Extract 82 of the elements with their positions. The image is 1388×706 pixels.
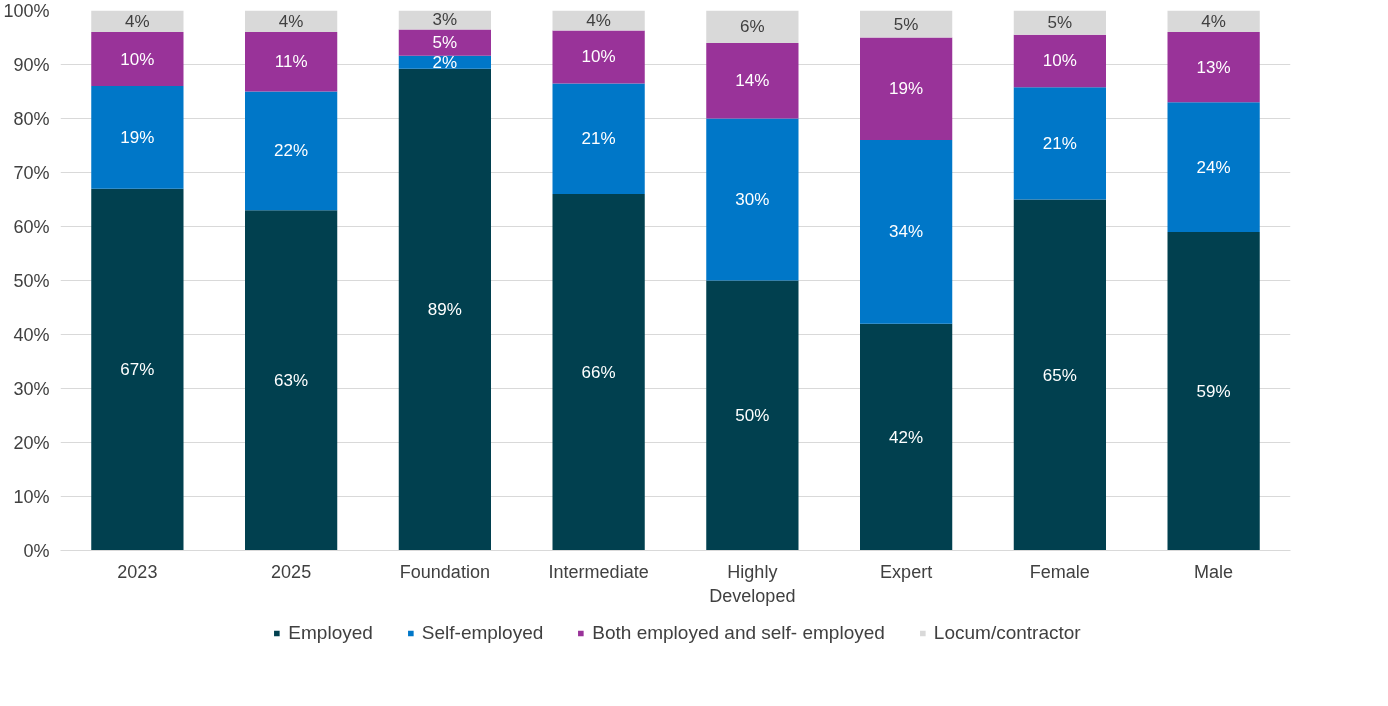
data-label: 10% xyxy=(1042,51,1077,71)
bar xyxy=(245,210,338,551)
data-label: 21% xyxy=(1042,133,1077,153)
bar xyxy=(552,83,645,195)
x-tick-label: Male xyxy=(1194,561,1234,582)
bar xyxy=(1167,32,1260,103)
bar xyxy=(398,68,491,551)
bar xyxy=(1013,34,1106,88)
bar xyxy=(860,323,953,551)
data-label: 65% xyxy=(1042,365,1077,385)
y-tick-label: 80% xyxy=(13,108,50,129)
data-label: 30% xyxy=(735,190,770,209)
bar xyxy=(1167,102,1260,232)
data-label: 21% xyxy=(581,129,616,149)
data-label: 5% xyxy=(893,14,919,34)
data-label: 2% xyxy=(432,52,458,72)
legend-label: Self-employed xyxy=(421,622,544,644)
bar xyxy=(91,32,184,87)
x-tick-label: Expert xyxy=(880,561,933,582)
data-label: 66% xyxy=(581,362,616,382)
y-tick-label: 30% xyxy=(13,378,50,399)
data-label: 14% xyxy=(735,71,770,91)
x-tick-label: 2025 xyxy=(271,561,312,582)
y-tick-label: 20% xyxy=(13,432,50,453)
bar xyxy=(552,30,645,84)
y-tick-label: 70% xyxy=(13,162,50,183)
x-tick-label: Highly Developed xyxy=(709,561,796,606)
data-label: 4% xyxy=(278,11,304,31)
y-tick-label: 0% xyxy=(23,540,50,561)
data-label: 6% xyxy=(740,17,765,37)
data-label: 24% xyxy=(1196,157,1231,177)
data-label: 4% xyxy=(586,10,611,30)
bar xyxy=(706,10,799,43)
data-label: 5% xyxy=(432,33,458,53)
x-tick-label: Female xyxy=(1029,561,1090,582)
data-label: 11% xyxy=(274,52,308,72)
data-label: 13% xyxy=(1196,57,1231,77)
bar xyxy=(552,194,645,551)
data-label: 50% xyxy=(735,406,770,425)
data-label: 34% xyxy=(889,222,924,242)
data-label: 22% xyxy=(274,141,309,161)
y-tick-label: 10% xyxy=(13,486,50,507)
data-label: 5% xyxy=(1047,13,1073,33)
bar xyxy=(91,10,184,33)
bar xyxy=(1013,199,1106,551)
bar xyxy=(1167,231,1260,551)
data-label: 63% xyxy=(274,370,309,390)
data-label: 10% xyxy=(120,49,155,69)
y-tick-label: 50% xyxy=(13,270,50,291)
bar xyxy=(1013,87,1106,200)
legend-label: Employed xyxy=(288,622,373,644)
x-tick-label: 2023 xyxy=(117,561,158,582)
legend-label: Locum/contractor xyxy=(933,622,1081,644)
data-label: 4% xyxy=(1201,11,1226,31)
data-label: 42% xyxy=(889,427,924,447)
bar xyxy=(245,32,338,92)
data-label: 4% xyxy=(125,11,150,31)
data-label: 67% xyxy=(120,360,155,380)
bar xyxy=(245,91,338,211)
bar xyxy=(860,140,953,324)
data-label: 10% xyxy=(581,47,616,67)
bar xyxy=(706,42,799,119)
x-tick-label: Intermediate xyxy=(548,561,649,582)
bar xyxy=(860,10,953,38)
bar xyxy=(706,280,799,551)
y-tick-label: 100% xyxy=(3,0,50,21)
y-tick-label: 90% xyxy=(13,54,50,75)
legend-label: Both employed and self- employed xyxy=(592,622,885,644)
bar xyxy=(706,118,799,281)
y-tick-label: 40% xyxy=(13,324,50,345)
x-tick-label: Foundation xyxy=(399,561,490,582)
y-tick-label: 60% xyxy=(13,216,50,237)
bar xyxy=(860,37,953,141)
bar xyxy=(1013,10,1106,35)
data-label: 3% xyxy=(432,10,458,30)
data-label: 19% xyxy=(889,79,924,99)
bar xyxy=(398,29,491,56)
data-label: 89% xyxy=(427,300,462,320)
bar xyxy=(91,188,184,551)
bar xyxy=(91,86,184,189)
data-label: 59% xyxy=(1196,381,1231,401)
data-label: 19% xyxy=(120,127,155,147)
